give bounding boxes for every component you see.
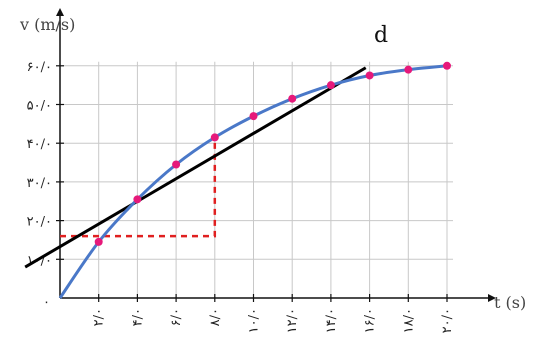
x-tick-label: ۲/۰ xyxy=(92,308,107,326)
series xyxy=(58,61,451,299)
data-point xyxy=(210,133,219,142)
x-tick-label: ۱۲/۰ xyxy=(285,308,300,333)
x-tick-labels: ۲/۰ ۴/۰ ۶/۰ ۸/۰ ۱۰/۰ ۱۲/۰ ۱۴/۰ ۱۶/۰ ۱۸/۰ ۲۰/۰ xyxy=(92,308,455,333)
data-point xyxy=(249,112,258,121)
x-tick-label: ۱۶/۰ xyxy=(363,308,378,333)
y-axis-arrow xyxy=(56,8,64,16)
data-point xyxy=(404,65,413,74)
y-tick-label: ۲۰/۰ xyxy=(27,215,52,230)
tangent-line xyxy=(24,66,367,269)
x-tick-label: ۱۰/۰ xyxy=(247,308,262,333)
x-axis-label: t (s) xyxy=(494,293,526,312)
data-point xyxy=(94,237,103,246)
origin-label: ۰ xyxy=(43,295,50,310)
x-tick-label: ۴/۰ xyxy=(130,308,145,326)
y-tick-label: ۶۰/۰ xyxy=(27,60,52,75)
data-point xyxy=(133,195,142,204)
data-point xyxy=(288,94,297,103)
construction-lines xyxy=(60,137,217,238)
data-point xyxy=(365,71,374,80)
y-tick-label: ۴۰/۰ xyxy=(27,137,52,152)
data-point xyxy=(326,81,335,90)
y-tick-label: ۵۰/۰ xyxy=(27,99,52,114)
tangent-line-group xyxy=(24,66,367,269)
axes xyxy=(56,8,496,302)
x-tick-label: ۲۰/۰ xyxy=(440,308,455,333)
x-tick-label: ۶/۰ xyxy=(169,308,184,326)
x-tick-label: ۱۴/۰ xyxy=(324,308,339,333)
y-tick-label: ۱۰/۰ xyxy=(27,253,52,268)
y-tick-label: ۳۰/۰ xyxy=(27,176,52,191)
x-tick-label: ۸/۰ xyxy=(208,308,223,326)
data-point xyxy=(172,160,181,169)
x-axis-arrow xyxy=(488,294,496,302)
grid xyxy=(60,61,453,298)
tangent-label: d xyxy=(374,23,388,48)
y-tick-labels: ۱۰/۰ ۲۰/۰ ۳۰/۰ ۴۰/۰ ۵۰/۰ ۶۰/۰ xyxy=(27,60,52,268)
y-axis-label: v (m/s) xyxy=(19,15,75,34)
data-point xyxy=(443,61,451,70)
x-tick-label: ۱۸/۰ xyxy=(401,308,416,333)
construction-dashed-line xyxy=(60,137,217,238)
